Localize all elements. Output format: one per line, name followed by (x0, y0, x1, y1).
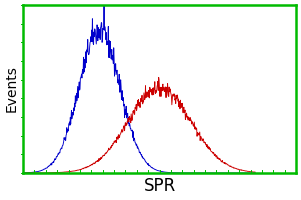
Y-axis label: Events: Events (5, 65, 19, 112)
X-axis label: SPR: SPR (144, 177, 176, 195)
